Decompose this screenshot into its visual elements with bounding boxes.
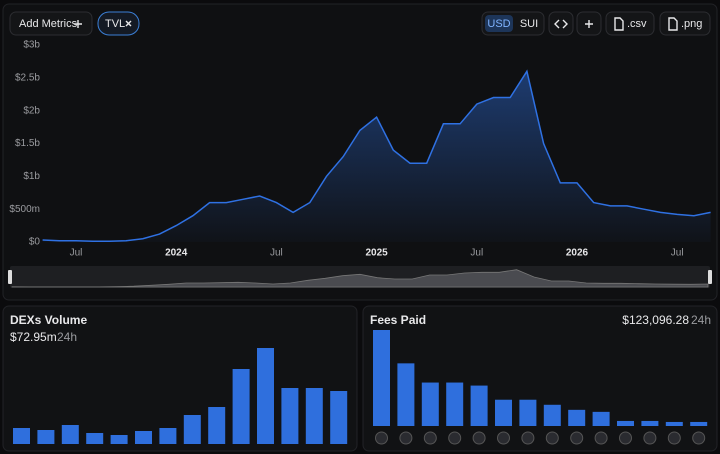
file-icon — [614, 17, 624, 31]
panel-title: DEXs Volume — [10, 313, 87, 327]
bar — [159, 428, 177, 444]
bar — [135, 431, 152, 444]
tvl-line — [42, 69, 711, 243]
bar — [305, 388, 323, 444]
protocol-icon — [619, 431, 632, 445]
dex-panel — [2, 305, 358, 452]
bar — [543, 404, 561, 426]
bar — [690, 421, 708, 426]
bar — [110, 435, 128, 444]
x-tick-label: Jul — [470, 248, 483, 259]
y-tick-label: $2b — [23, 105, 40, 116]
protocol-icon — [399, 431, 413, 445]
y-tick-label: $0 — [29, 237, 41, 248]
bar — [86, 433, 104, 444]
panel-total: $123,096.28 — [622, 313, 689, 327]
bar — [568, 409, 586, 426]
embed-icon — [554, 19, 568, 29]
panel-total: $72.95m — [10, 330, 57, 344]
bar — [421, 382, 439, 426]
protocol-icon — [545, 431, 559, 445]
bar — [373, 330, 390, 426]
protocol-icon — [472, 431, 486, 445]
brush-handle[interactable] — [708, 270, 712, 284]
y-tick-label: $1b — [23, 171, 40, 182]
currency-usd[interactable]: USD — [487, 18, 510, 30]
bar — [37, 430, 55, 444]
bar — [446, 382, 464, 426]
metric-pill[interactable] — [97, 11, 140, 36]
protocol-icon — [643, 431, 657, 445]
bar — [13, 428, 30, 444]
bar — [592, 411, 610, 426]
panel-period: 24h — [57, 330, 77, 344]
x-tick-label: 2026 — [566, 248, 589, 259]
plus-icon — [74, 20, 82, 28]
panel-title: Fees Paid — [370, 313, 426, 327]
remove-icon[interactable] — [125, 20, 132, 27]
csv-label: .csv — [627, 18, 647, 30]
fees-panel — [362, 305, 718, 452]
protocol-icon — [692, 431, 706, 445]
currency-active[interactable] — [485, 15, 513, 32]
bar — [617, 420, 634, 426]
file-icon — [668, 17, 678, 31]
protocol-icon — [667, 431, 681, 445]
protocol-icon — [375, 431, 388, 445]
bar — [470, 385, 488, 426]
bar — [257, 348, 274, 444]
bar — [641, 420, 659, 426]
y-tick-label: $1.5b — [15, 138, 40, 149]
bar — [183, 415, 201, 444]
x-tick-label: 2025 — [365, 248, 388, 259]
x-tick-label: Jul — [270, 248, 283, 259]
bar — [61, 425, 79, 444]
brush-line — [11, 269, 709, 288]
metric-label: TVL — [105, 18, 125, 30]
bar — [519, 399, 537, 426]
bar — [665, 421, 683, 426]
bar — [397, 363, 415, 426]
protocol-icon — [497, 431, 510, 445]
panel-period: 24h — [691, 313, 711, 327]
x-tick-label: 2024 — [165, 248, 188, 259]
x-tick-label: Jul — [671, 248, 684, 259]
protocol-icon — [448, 431, 462, 445]
bar — [495, 399, 512, 426]
bar — [232, 369, 250, 444]
y-tick-label: $500m — [9, 204, 40, 215]
png-label: .png — [681, 18, 702, 30]
protocol-icon — [423, 431, 437, 445]
tvl-area — [42, 71, 711, 242]
protocol-icon — [521, 431, 535, 445]
protocol-icon — [570, 431, 584, 445]
y-tick-label: $2.5b — [15, 72, 40, 83]
add-metrics-button[interactable] — [9, 11, 93, 36]
bar — [281, 388, 299, 444]
y-tick-label: $3b — [23, 40, 40, 51]
embed-button[interactable] — [548, 11, 574, 36]
protocol-icon — [594, 431, 608, 445]
plus-icon — [585, 20, 593, 28]
currency-sui[interactable]: SUI — [520, 18, 538, 30]
add-metrics-label: Add Metrics — [19, 18, 78, 30]
x-tick-label: Jul — [70, 248, 83, 259]
bar — [330, 391, 348, 444]
bar — [208, 407, 226, 444]
brush-handle[interactable] — [8, 270, 12, 284]
